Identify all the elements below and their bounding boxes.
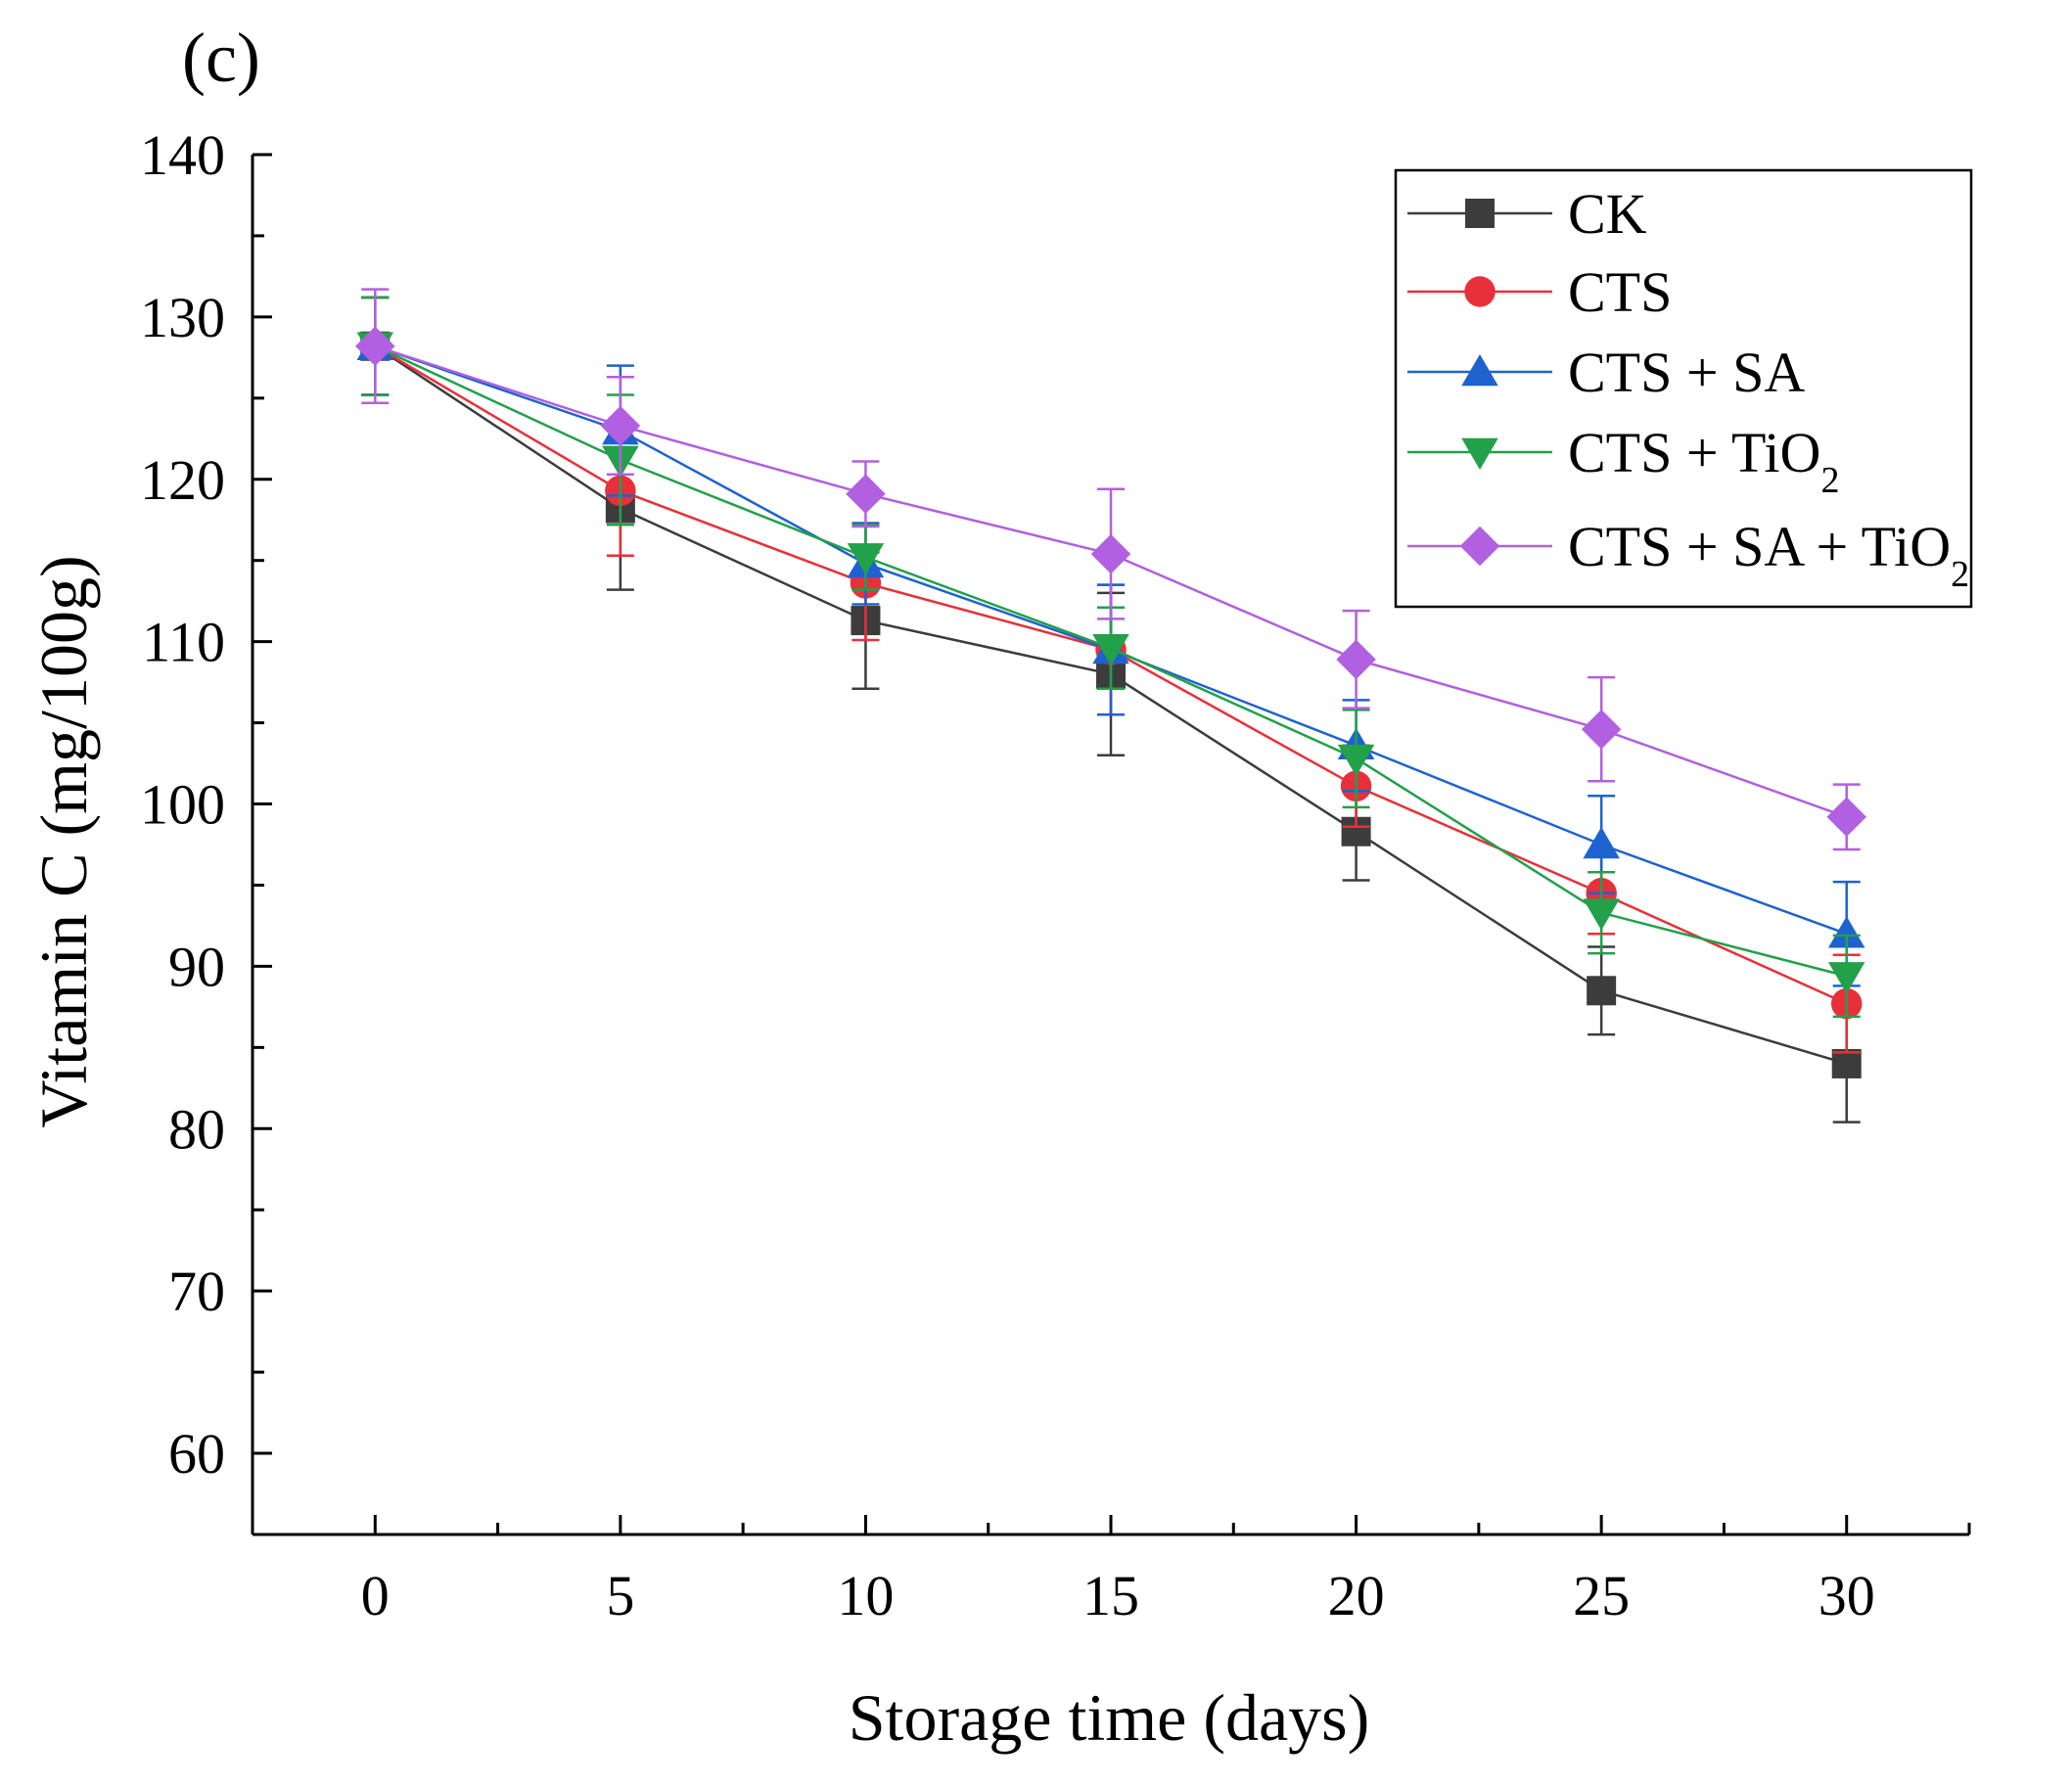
y-tick-label: 140 [140, 123, 225, 187]
y-tick-label: 120 [140, 448, 225, 512]
data-point [1583, 898, 1620, 931]
x-tick-label: 25 [1573, 1564, 1630, 1627]
legend-label: CTS [1568, 260, 1672, 324]
series-layer [355, 288, 1866, 1123]
x-tick-label: 15 [1082, 1564, 1139, 1627]
data-point [600, 405, 641, 446]
data-point [1581, 709, 1622, 750]
y-axis-title: Vitamin C (mg/100g) [26, 555, 101, 1127]
legend-marker [1464, 276, 1496, 307]
legend-marker [1465, 199, 1495, 228]
legend-item: CK [1407, 182, 1647, 246]
data-point [1583, 827, 1620, 859]
y-tick-label: 100 [140, 773, 225, 837]
y-tick-label: 70 [168, 1259, 225, 1323]
data-point [1827, 962, 1865, 994]
x-tick-label: 10 [837, 1564, 894, 1627]
legend-box [1394, 168, 1973, 609]
data-point [1826, 797, 1866, 838]
data-point [1337, 744, 1375, 777]
legend-marker [1459, 526, 1500, 567]
ticks: 60 70 80 90 100 110 120 130 140 0 5 10 15 20 25 30 [140, 123, 1971, 1627]
data-point [1336, 639, 1376, 680]
data-point [1092, 634, 1129, 666]
legend: CK CTS CTS + SA CTS + TiO2 CTS + SA + TiO2 [1394, 168, 1973, 609]
legend-label: CTS + TiO2 [1568, 421, 1839, 501]
legend-marker [1461, 354, 1498, 387]
y-tick-label: 90 [168, 935, 225, 998]
x-tick-label: 5 [606, 1564, 634, 1627]
x-tick-label: 30 [1819, 1564, 1875, 1627]
legend-label: CTS + SA [1568, 341, 1805, 404]
x-tick-label: 0 [361, 1564, 390, 1627]
data-point [355, 326, 395, 366]
data-point [1827, 916, 1865, 948]
data-point [1090, 533, 1131, 574]
data-point [1831, 1048, 1862, 1078]
legend-label: CK [1568, 182, 1647, 246]
y-tick-label: 60 [168, 1422, 225, 1486]
legend-item: CTS + TiO2 [1407, 421, 1839, 501]
legend-item: CTS + SA [1407, 341, 1805, 404]
y-tick-label: 80 [168, 1097, 225, 1161]
x-axis-title: Storage time (days) [849, 1680, 1370, 1755]
legend-item: CTS [1407, 260, 1672, 324]
legend-label: CTS + SA + TiO2 [1568, 515, 1969, 595]
legend-item: CTS + SA + TiO2 [1407, 515, 1969, 595]
panel-label: (c) [182, 19, 260, 97]
data-point [847, 543, 885, 575]
series-cts-sa-tio2 [355, 288, 1866, 851]
y-tick-label: 110 [142, 611, 225, 674]
data-point [1587, 976, 1617, 1006]
data-point [846, 474, 886, 514]
legend-marker [1461, 437, 1498, 470]
x-tick-label: 20 [1328, 1564, 1385, 1627]
y-tick-label: 130 [140, 286, 225, 349]
